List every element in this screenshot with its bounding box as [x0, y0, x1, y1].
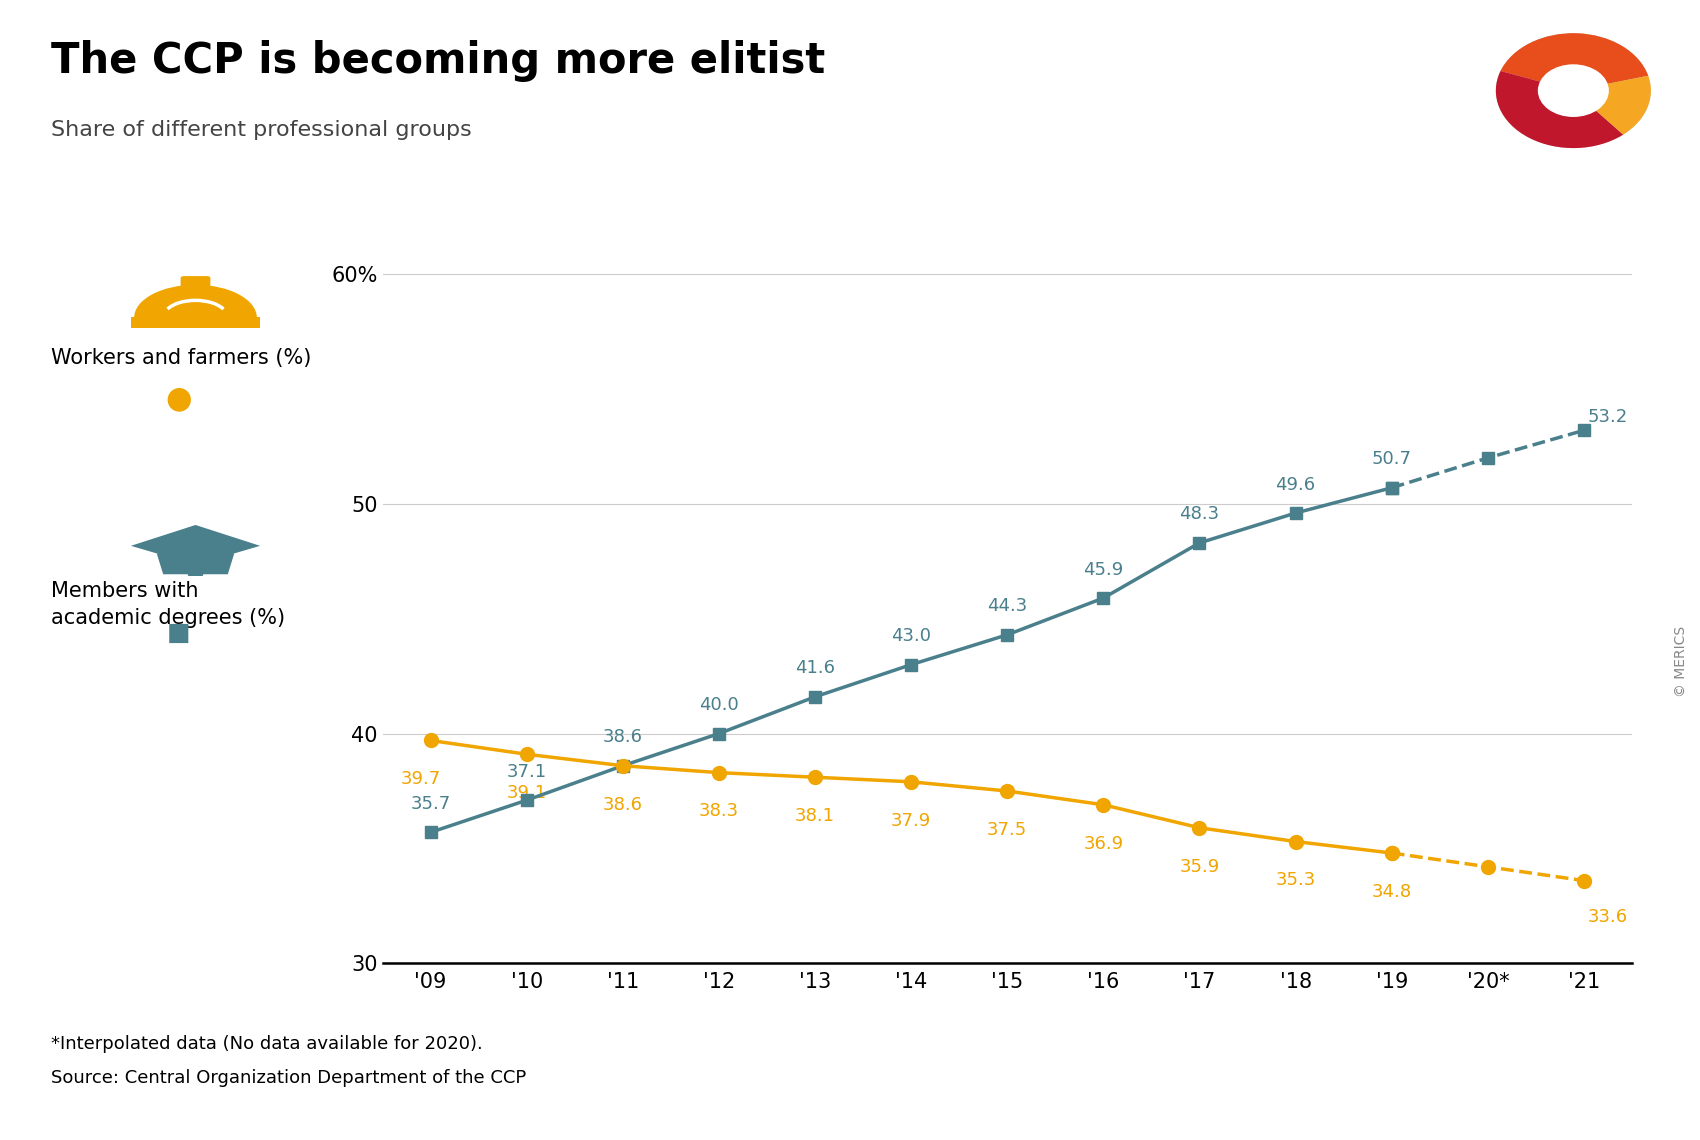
Text: 39.1: 39.1 [507, 784, 547, 803]
Text: Share of different professional groups: Share of different professional groups [51, 120, 471, 140]
Polygon shape [156, 553, 235, 575]
Text: Source: Central Organization Department of the CCP: Source: Central Organization Department … [51, 1069, 527, 1088]
Circle shape [187, 570, 204, 579]
Text: 38.1: 38.1 [796, 807, 835, 825]
Text: 50.7: 50.7 [1372, 450, 1411, 469]
Text: 45.9: 45.9 [1083, 561, 1124, 578]
Text: Members with
academic degrees (%): Members with academic degrees (%) [51, 581, 286, 628]
Text: 49.6: 49.6 [1275, 475, 1316, 494]
Text: 37.5: 37.5 [988, 821, 1027, 839]
Text: 34.8: 34.8 [1372, 882, 1411, 901]
Text: 44.3: 44.3 [988, 597, 1027, 616]
Polygon shape [131, 526, 260, 564]
Text: 37.9: 37.9 [891, 812, 932, 830]
Text: 43.0: 43.0 [891, 627, 932, 645]
FancyBboxPatch shape [128, 317, 264, 328]
Text: 38.3: 38.3 [699, 803, 740, 821]
FancyBboxPatch shape [180, 276, 211, 290]
Text: The CCP is becoming more elitist: The CCP is becoming more elitist [51, 40, 824, 82]
Text: © MERICS: © MERICS [1674, 626, 1688, 697]
Text: 35.3: 35.3 [1275, 871, 1316, 889]
Text: 39.7: 39.7 [401, 771, 440, 789]
Circle shape [1496, 33, 1651, 148]
Wedge shape [1572, 75, 1651, 135]
Text: 41.6: 41.6 [796, 659, 835, 677]
Wedge shape [134, 285, 257, 318]
FancyBboxPatch shape [190, 561, 201, 575]
Wedge shape [1496, 71, 1624, 148]
Text: 33.6: 33.6 [1588, 909, 1629, 926]
Text: ■: ■ [167, 620, 190, 645]
Text: 38.6: 38.6 [604, 728, 643, 747]
Text: 38.6: 38.6 [604, 796, 643, 814]
Text: *Interpolated data (No data available for 2020).: *Interpolated data (No data available fo… [51, 1035, 483, 1053]
Text: 35.7: 35.7 [410, 795, 450, 813]
Wedge shape [1501, 33, 1649, 91]
Text: 53.2: 53.2 [1588, 408, 1629, 425]
Text: 37.1: 37.1 [507, 763, 547, 781]
Text: 48.3: 48.3 [1180, 505, 1219, 523]
Text: ●: ● [165, 384, 192, 414]
Text: 36.9: 36.9 [1083, 834, 1124, 853]
Text: 35.9: 35.9 [1180, 857, 1219, 876]
Circle shape [1538, 64, 1608, 117]
Text: 40.0: 40.0 [699, 697, 740, 714]
Text: Workers and farmers (%): Workers and farmers (%) [51, 348, 311, 368]
